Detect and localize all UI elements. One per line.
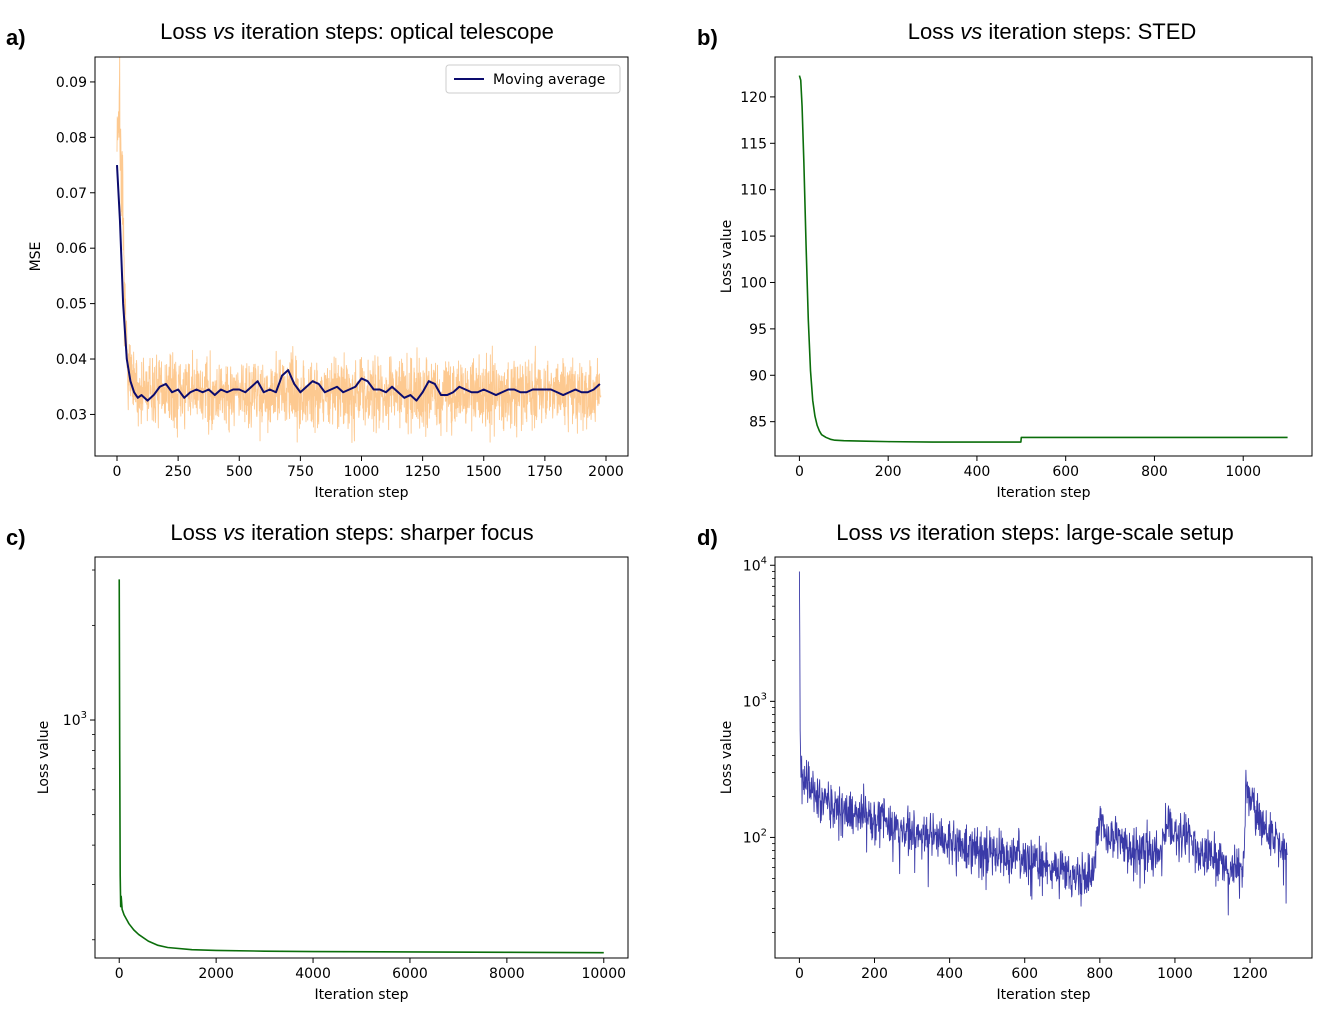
x-tick-label: 1500 (466, 464, 502, 480)
x-tick-label: 500 (226, 464, 253, 480)
x-tick-label: 1000 (1225, 464, 1261, 480)
x-tick-label: 400 (964, 464, 991, 480)
y-tick-label: 95 (749, 322, 767, 338)
chart-title: Loss vs iteration steps: large-scale set… (836, 520, 1233, 545)
legend: Moving average (445, 64, 621, 94)
x-tick-label: 2000 (198, 966, 234, 982)
x-tick-label: 0 (115, 966, 124, 982)
y-tick-label: 0.09 (56, 75, 87, 91)
y-tick-label: 100 (740, 275, 767, 291)
y-tick-label: 90 (749, 368, 767, 384)
y-tick-label: 120 (740, 90, 767, 106)
panel-b: b) Loss vs iteration steps: STED 0 200 400 60… (697, 19, 1313, 501)
x-tick-label: 1750 (527, 464, 563, 480)
x-tick-label: 200 (875, 464, 902, 480)
x-axis-label: Iteration step (314, 485, 408, 501)
x-tick-label: 750 (287, 464, 314, 480)
panel-letter: a) (6, 25, 26, 50)
x-tick-label: 1200 (1232, 966, 1268, 982)
axes-frame (94, 556, 629, 959)
y-tick-label: 0.07 (56, 186, 87, 202)
x-tick-label: 400 (936, 966, 963, 982)
x-tick-label: 4000 (295, 966, 331, 982)
panel-d: d) Loss vs iteration steps: large-scale s… (697, 520, 1313, 1003)
chart-title: Loss vs iteration steps: optical telesco… (160, 19, 554, 44)
plot-area (118, 579, 604, 954)
y-axis-label: MSE (28, 242, 44, 272)
axes-frame (774, 556, 1313, 959)
y-tick-label: 103 (63, 710, 87, 729)
y-tick-label: 115 (740, 136, 767, 152)
y-tick-label: 105 (740, 229, 767, 245)
y-tick-label: 85 (749, 415, 767, 431)
series-line-loss-value (118, 579, 604, 954)
y-tick-label: 0.04 (56, 352, 87, 368)
series-line-raw-mse (116, 57, 602, 443)
x-tick-label: 0 (113, 464, 122, 480)
legend-label: Moving average (493, 72, 605, 88)
chart-title: Loss vs iteration steps: STED (908, 19, 1197, 44)
y-tick-label: 0.03 (56, 407, 87, 423)
x-axis-label: Iteration step (996, 485, 1090, 501)
x-tick-label: 1000 (1157, 966, 1193, 982)
series-line-loss-value (798, 571, 1288, 916)
x-tick-label: 6000 (392, 966, 428, 982)
panel-letter: d) (697, 525, 718, 550)
legend-box (445, 64, 621, 94)
x-tick-label: 250 (165, 464, 192, 480)
x-tick-label: 8000 (489, 966, 525, 982)
x-tick-label: 1000 (344, 464, 380, 480)
y-axis-label: Loss value (719, 220, 735, 293)
x-tick-label: 0 (795, 966, 804, 982)
plot-area (116, 57, 602, 443)
y-axis-label: Loss value (36, 721, 52, 794)
y-tick-label: 102 (743, 827, 767, 846)
y-tick-label: 0.06 (56, 241, 87, 257)
x-tick-label: 600 (1011, 966, 1038, 982)
y-tick-label: 104 (743, 555, 767, 574)
x-tick-label: 0 (795, 464, 804, 480)
panel-letter: b) (697, 25, 718, 50)
series-line-moving-average (116, 165, 601, 402)
panel-c: c) Loss vs iteration steps: sharper focus… (6, 520, 629, 1003)
x-tick-label: 600 (1052, 464, 1079, 480)
x-tick-label: 800 (1141, 464, 1168, 480)
panel-letter: c) (6, 525, 26, 550)
y-axis-label: Loss value (719, 721, 735, 794)
y-tick-label: 0.05 (56, 297, 87, 313)
x-axis-label: Iteration step (996, 987, 1090, 1003)
x-tick-label: 200 (861, 966, 888, 982)
axes-frame (774, 56, 1313, 457)
y-tick-label: 103 (743, 691, 767, 710)
x-axis-label: Iteration step (314, 987, 408, 1003)
y-tick-label: 0.08 (56, 130, 87, 146)
plot-area (798, 75, 1288, 443)
series-line-loss-value (798, 75, 1288, 443)
x-tick-label: 1250 (405, 464, 441, 480)
panel-a: a) Loss vs iteration steps: optical teles… (6, 19, 629, 501)
plot-area (798, 571, 1288, 916)
x-tick-label: 2000 (588, 464, 624, 480)
y-tick-label: 110 (740, 183, 767, 199)
chart-title: Loss vs iteration steps: sharper focus (170, 520, 533, 545)
x-tick-label: 800 (1086, 966, 1113, 982)
x-tick-label: 10000 (581, 966, 626, 982)
